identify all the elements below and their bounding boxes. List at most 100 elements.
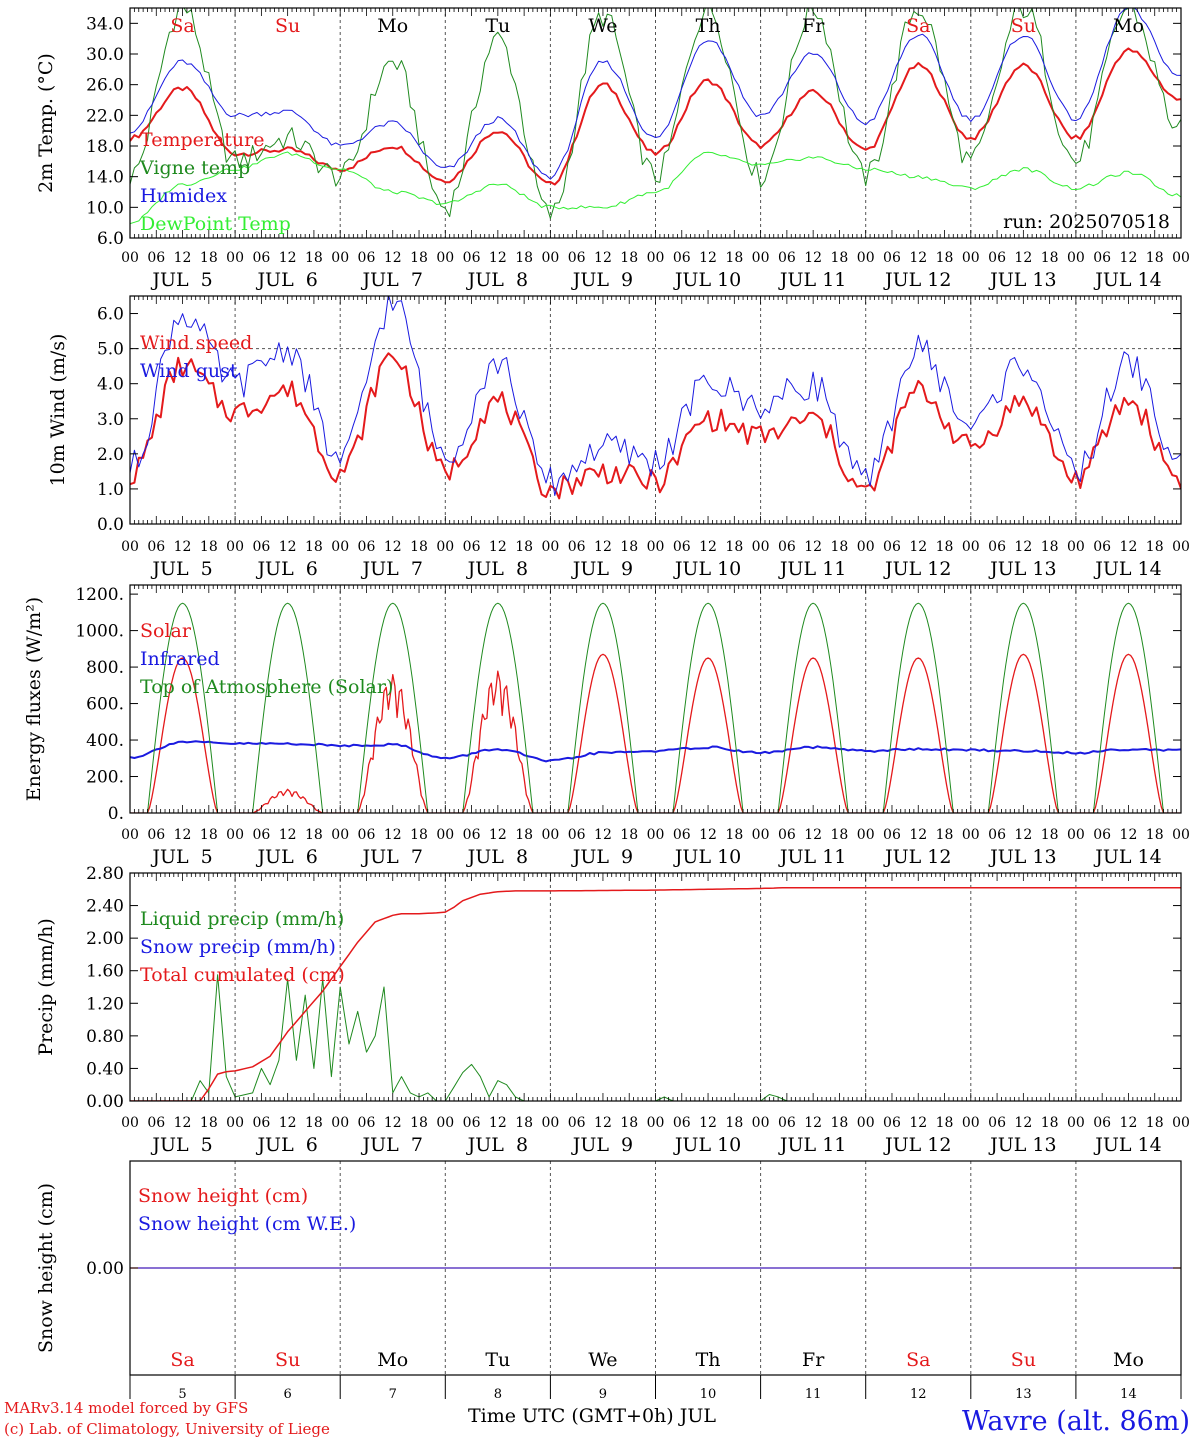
hour-tick-label: 12 xyxy=(1014,1115,1032,1131)
hour-tick-label: 18 xyxy=(725,1115,743,1131)
y-tick-label: 26.0 xyxy=(86,76,124,96)
hour-tick-label: 00 xyxy=(962,250,980,266)
hour-tick-label: 18 xyxy=(1146,1115,1164,1131)
hour-tick-label: 12 xyxy=(1014,539,1032,555)
date-label: JUL 12 xyxy=(883,269,951,291)
day-number-label: 9 xyxy=(599,1387,607,1402)
hour-tick-label: 00 xyxy=(1067,827,1085,843)
hour-tick-label: 12 xyxy=(174,1115,192,1131)
hour-tick-label: 00 xyxy=(1172,827,1190,843)
hour-tick-label: 00 xyxy=(541,827,559,843)
hour-tick-label: 18 xyxy=(200,1115,218,1131)
hour-tick-label: 00 xyxy=(436,827,454,843)
hour-labels: 00 06 12 18 00 06 12 18 00 06 12 18 00 06 12 18 00 06 12 18… xyxy=(121,250,1190,266)
weekday-label: Mo xyxy=(1113,1349,1144,1371)
day-number-label: 6 xyxy=(284,1387,292,1402)
weekday-label: Su xyxy=(1011,15,1036,37)
weekday-label: Sa xyxy=(906,1349,930,1371)
date-label: JUL 8 xyxy=(466,846,528,868)
hour-tick-label: 00 xyxy=(1172,250,1190,266)
weekday-label: We xyxy=(588,1349,617,1371)
hour-tick-label: 00 xyxy=(752,1115,770,1131)
x-axis-title: Time UTC (GMT+0h) JUL xyxy=(468,1405,716,1427)
y-tick-label: 2.80 xyxy=(86,864,124,884)
legend-entry: Solar xyxy=(140,620,192,642)
run-annotation: run: 2025070518 xyxy=(1003,211,1170,233)
weekday-labels-top: Sa Su Mo Tu We Th Fr Sa Su Mo xyxy=(170,15,1144,37)
hour-tick-label: 12 xyxy=(489,827,507,843)
hour-tick-label: 18 xyxy=(620,539,638,555)
hour-tick-label: 18 xyxy=(831,1115,849,1131)
y-tick-label: 400. xyxy=(86,731,124,751)
date-label: JUL 11 xyxy=(778,846,846,868)
legend-entry: Humidex xyxy=(140,185,227,207)
date-label: JUL 14 xyxy=(1093,269,1161,291)
hour-tick-label: 12 xyxy=(804,250,822,266)
hour-tick-label: 18 xyxy=(1146,827,1164,843)
weekday-label: Sa xyxy=(170,15,194,37)
weekday-label: We xyxy=(588,15,617,37)
date-label: JUL 13 xyxy=(988,558,1056,580)
date-label: JUL 7 xyxy=(361,269,423,291)
hour-tick-label: 12 xyxy=(1120,827,1138,843)
weekday-label: Th xyxy=(696,1349,721,1371)
hour-tick-label: 18 xyxy=(1146,539,1164,555)
legend: Liquid precip (mm/h) Snow precip (mm/h) To… xyxy=(140,908,345,986)
series-line-humidex xyxy=(130,8,1181,180)
hour-tick-label: 18 xyxy=(936,827,954,843)
hour-tick-label: 12 xyxy=(804,539,822,555)
hour-tick-label: 18 xyxy=(200,250,218,266)
hour-tick-label: 00 xyxy=(647,827,665,843)
hour-tick-label: 00 xyxy=(962,539,980,555)
y-tick-label: 0.80 xyxy=(86,1027,124,1047)
hour-tick-label: 00 xyxy=(752,827,770,843)
hour-tick-label: 06 xyxy=(463,827,481,843)
y-tick-label: 0.00 xyxy=(86,1259,124,1279)
date-labels: JUL 5 JUL 6 JUL 7 JUL 8 JUL 9 JUL 10 JUL 11 JUL… xyxy=(150,846,1161,868)
y-tick-label: 800. xyxy=(86,658,124,678)
legend-entry: DewPoint Temp xyxy=(140,213,291,235)
legend: Wind speed Wind gust xyxy=(140,332,252,382)
hour-tick-label: 12 xyxy=(1120,250,1138,266)
date-label: JUL 7 xyxy=(361,1134,423,1156)
hour-tick-label: 06 xyxy=(147,827,165,843)
hour-tick-label: 00 xyxy=(962,1115,980,1131)
hour-tick-label: 06 xyxy=(988,250,1006,266)
date-label: JUL 10 xyxy=(673,1134,741,1156)
y-tick-label: 0.0 xyxy=(97,515,124,535)
time-ticks xyxy=(129,873,1182,1101)
hour-tick-label: 06 xyxy=(673,827,691,843)
series-group xyxy=(130,602,1181,813)
hour-tick-label: 06 xyxy=(463,250,481,266)
y-tick-label: 1.60 xyxy=(86,962,124,982)
hour-tick-label: 06 xyxy=(568,827,586,843)
hour-tick-label: 00 xyxy=(1067,1115,1085,1131)
hour-tick-label: 12 xyxy=(1014,250,1032,266)
hour-tick-label: 00 xyxy=(331,1115,349,1131)
station-name: Wavre (alt. 86m) xyxy=(962,1406,1190,1437)
hour-tick-label: 00 xyxy=(647,539,665,555)
hour-tick-label: 06 xyxy=(463,1115,481,1131)
hour-tick-label: 06 xyxy=(988,1115,1006,1131)
series-group xyxy=(130,886,1181,1101)
hour-tick-label: 06 xyxy=(358,827,376,843)
hour-tick-label: 18 xyxy=(1041,539,1059,555)
hour-tick-label: 18 xyxy=(831,250,849,266)
y-tick-label: 200. xyxy=(86,768,124,788)
hour-tick-label: 18 xyxy=(936,539,954,555)
hour-tick-label: 12 xyxy=(279,827,297,843)
date-label: JUL 14 xyxy=(1093,1134,1161,1156)
hour-tick-label: 00 xyxy=(226,250,244,266)
y-axis-label: Precip (mm/h) xyxy=(35,918,57,1056)
date-label: JUL 7 xyxy=(361,846,423,868)
hour-tick-label: 18 xyxy=(200,539,218,555)
hour-tick-label: 18 xyxy=(620,1115,638,1131)
hour-tick-label: 18 xyxy=(1146,250,1164,266)
hour-tick-label: 18 xyxy=(1041,250,1059,266)
hour-tick-label: 18 xyxy=(936,1115,954,1131)
hour-tick-label: 06 xyxy=(147,539,165,555)
hour-tick-label: 18 xyxy=(725,250,743,266)
hour-tick-label: 00 xyxy=(541,539,559,555)
y-tick-label: 1.20 xyxy=(86,994,124,1014)
